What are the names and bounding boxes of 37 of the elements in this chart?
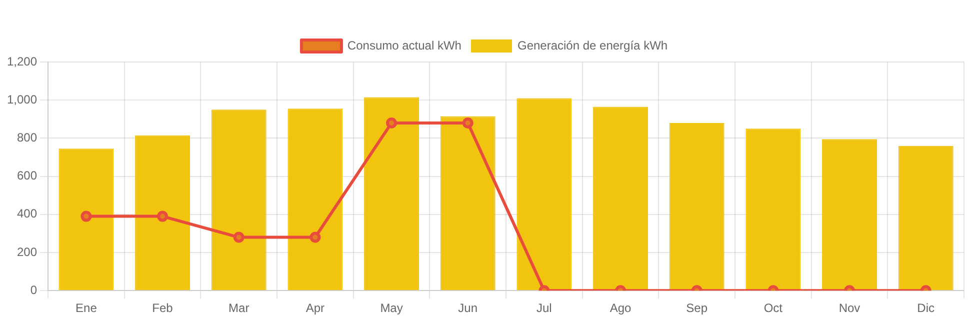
bar xyxy=(58,148,114,290)
x-tick-label: Ago xyxy=(610,301,632,316)
bar xyxy=(822,139,877,290)
point xyxy=(386,117,398,128)
y-tick-label: 800 xyxy=(17,130,38,145)
y-tick-label: 600 xyxy=(17,168,38,183)
x-tick-label: Jun xyxy=(458,301,478,316)
x-tick-label: Apr xyxy=(306,301,325,316)
x-tick-label: Feb xyxy=(152,301,174,316)
y-tick-label: 1,200 xyxy=(7,54,38,68)
point xyxy=(80,210,92,222)
x-tick-label: Mar xyxy=(228,301,250,316)
bar xyxy=(364,97,419,290)
point xyxy=(462,117,474,128)
x-tick-label: Sep xyxy=(686,301,708,316)
x-tick-label: Nov xyxy=(838,301,860,316)
bar xyxy=(669,122,724,290)
bar xyxy=(135,135,190,290)
y-tick-label: 1,000 xyxy=(7,92,38,106)
y-tick-label: 400 xyxy=(17,206,38,221)
x-tick-label: Ene xyxy=(76,301,98,316)
y-tick-label: 0 xyxy=(30,282,38,297)
x-tick-label: Oct xyxy=(764,301,784,316)
x-tick-label: May xyxy=(380,301,403,316)
y-tick-label: 200 xyxy=(17,244,38,259)
bar xyxy=(898,146,954,290)
bar xyxy=(593,106,648,290)
bar xyxy=(516,98,572,290)
bar xyxy=(746,128,801,290)
legend-label: Consumo actual kWh xyxy=(347,38,462,52)
legend-label: Generación de energía kWh xyxy=(517,38,668,52)
bar xyxy=(440,116,496,290)
x-tick-label: Jul xyxy=(536,301,552,316)
bar xyxy=(288,108,343,290)
point xyxy=(157,210,168,222)
bar xyxy=(211,110,266,290)
x-tick-label: Dic xyxy=(917,301,935,316)
